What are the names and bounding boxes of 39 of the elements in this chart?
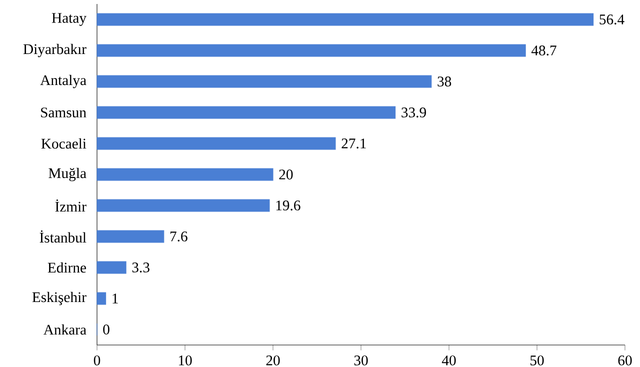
data-label: 48.7 [531, 46, 556, 56]
bar [96, 106, 396, 119]
data-label: 27.1 [342, 138, 366, 148]
data-label: 1 [112, 294, 118, 304]
y-tick-label: Kocaeli [41, 138, 86, 149]
y-tick-label: Muğla [48, 168, 86, 182]
x-tick-label: 60 [618, 355, 632, 366]
data-label: 19.6 [276, 200, 300, 210]
y-tick-label: İstanbul [40, 230, 86, 243]
x-tick-label: 40 [442, 355, 456, 366]
y-tick-label: Samsun [41, 108, 86, 118]
y-tick-label: Hatay [52, 13, 86, 26]
data-label: 20 [279, 170, 293, 180]
bar [96, 168, 274, 181]
bar [96, 199, 270, 212]
y-tick-label: Eskişehir [32, 292, 86, 306]
bar [96, 13, 594, 26]
bar [96, 44, 526, 57]
x-tick-label: 20 [266, 355, 280, 366]
bar [96, 137, 336, 150]
y-tick-label: İzmir [55, 199, 86, 212]
y-tick-label: Ankara [44, 324, 86, 335]
x-tick-label: 30 [354, 355, 368, 366]
bar [96, 75, 432, 88]
x-tick-label: 0 [94, 355, 100, 366]
data-label: 7.6 [170, 232, 188, 242]
bar [96, 230, 164, 243]
bar [96, 292, 106, 305]
y-tick-label: Antalya [40, 74, 86, 88]
x-tick-label: 10 [178, 355, 192, 366]
x-tick-label: 50 [530, 355, 544, 366]
data-label: 38 [438, 76, 452, 86]
data-label: 56.4 [600, 14, 624, 24]
data-label: 3.3 [132, 262, 150, 272]
data-label: 0 [103, 324, 110, 334]
bar [96, 261, 126, 274]
data-label: 33.9 [402, 108, 426, 118]
y-tick-label: Diyarbakır [23, 44, 86, 58]
y-tick-label: Edirne [48, 262, 86, 273]
